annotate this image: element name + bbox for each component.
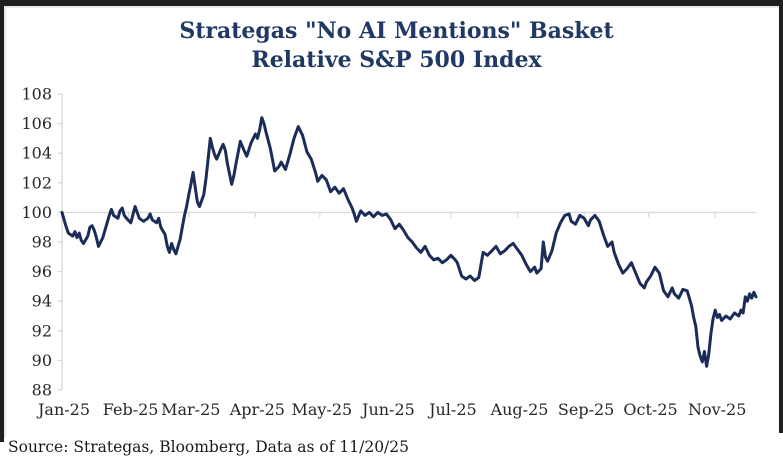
y-tick-label: 94 — [32, 292, 52, 311]
chart-title-line1: Strategas "No AI Mentions" Basket — [179, 18, 614, 44]
chart-title: Strategas "No AI Mentions" Basket Relati… — [40, 17, 753, 75]
frame-top-shadow — [0, 6, 783, 8]
y-tick-label: 88 — [32, 381, 52, 400]
y-tick-label: 90 — [32, 351, 52, 370]
x-tick-label: Aug-25 — [490, 400, 549, 419]
y-tick-label: 96 — [32, 262, 52, 281]
y-tick-label: 92 — [32, 321, 52, 340]
x-tick-label: Feb-25 — [103, 400, 159, 419]
x-tick-label: Sep-25 — [558, 400, 614, 419]
x-tick-label: Mar-25 — [161, 400, 220, 419]
y-tick-label: 98 — [32, 233, 52, 252]
y-tick-label: 102 — [21, 173, 52, 192]
x-tick-label: Jan-25 — [36, 400, 90, 419]
y-tick-label: 100 — [21, 203, 52, 222]
frame-left-shadow — [4, 8, 6, 438]
x-tick-label: May-25 — [291, 400, 352, 419]
relative-index-series — [60, 116, 758, 368]
y-tick-label: 104 — [21, 144, 52, 163]
x-tick-label: Apr-25 — [229, 400, 285, 419]
frame-top-border — [0, 0, 783, 6]
x-tick-label: Jul-25 — [427, 400, 477, 419]
x-tick-label: Nov-25 — [688, 400, 746, 419]
x-tick-label: Jun-25 — [360, 400, 415, 419]
y-tick-label: 106 — [21, 114, 52, 133]
y-tick-label: 108 — [21, 85, 52, 104]
frame-left-border — [0, 6, 4, 442]
x-tick-label: Oct-25 — [623, 400, 677, 419]
chart-title-line2: Relative S&P 500 Index — [251, 47, 542, 73]
source-note: Source: Strategas, Bloomberg, Data as of… — [8, 438, 410, 456]
frame-right-border — [779, 0, 783, 433]
